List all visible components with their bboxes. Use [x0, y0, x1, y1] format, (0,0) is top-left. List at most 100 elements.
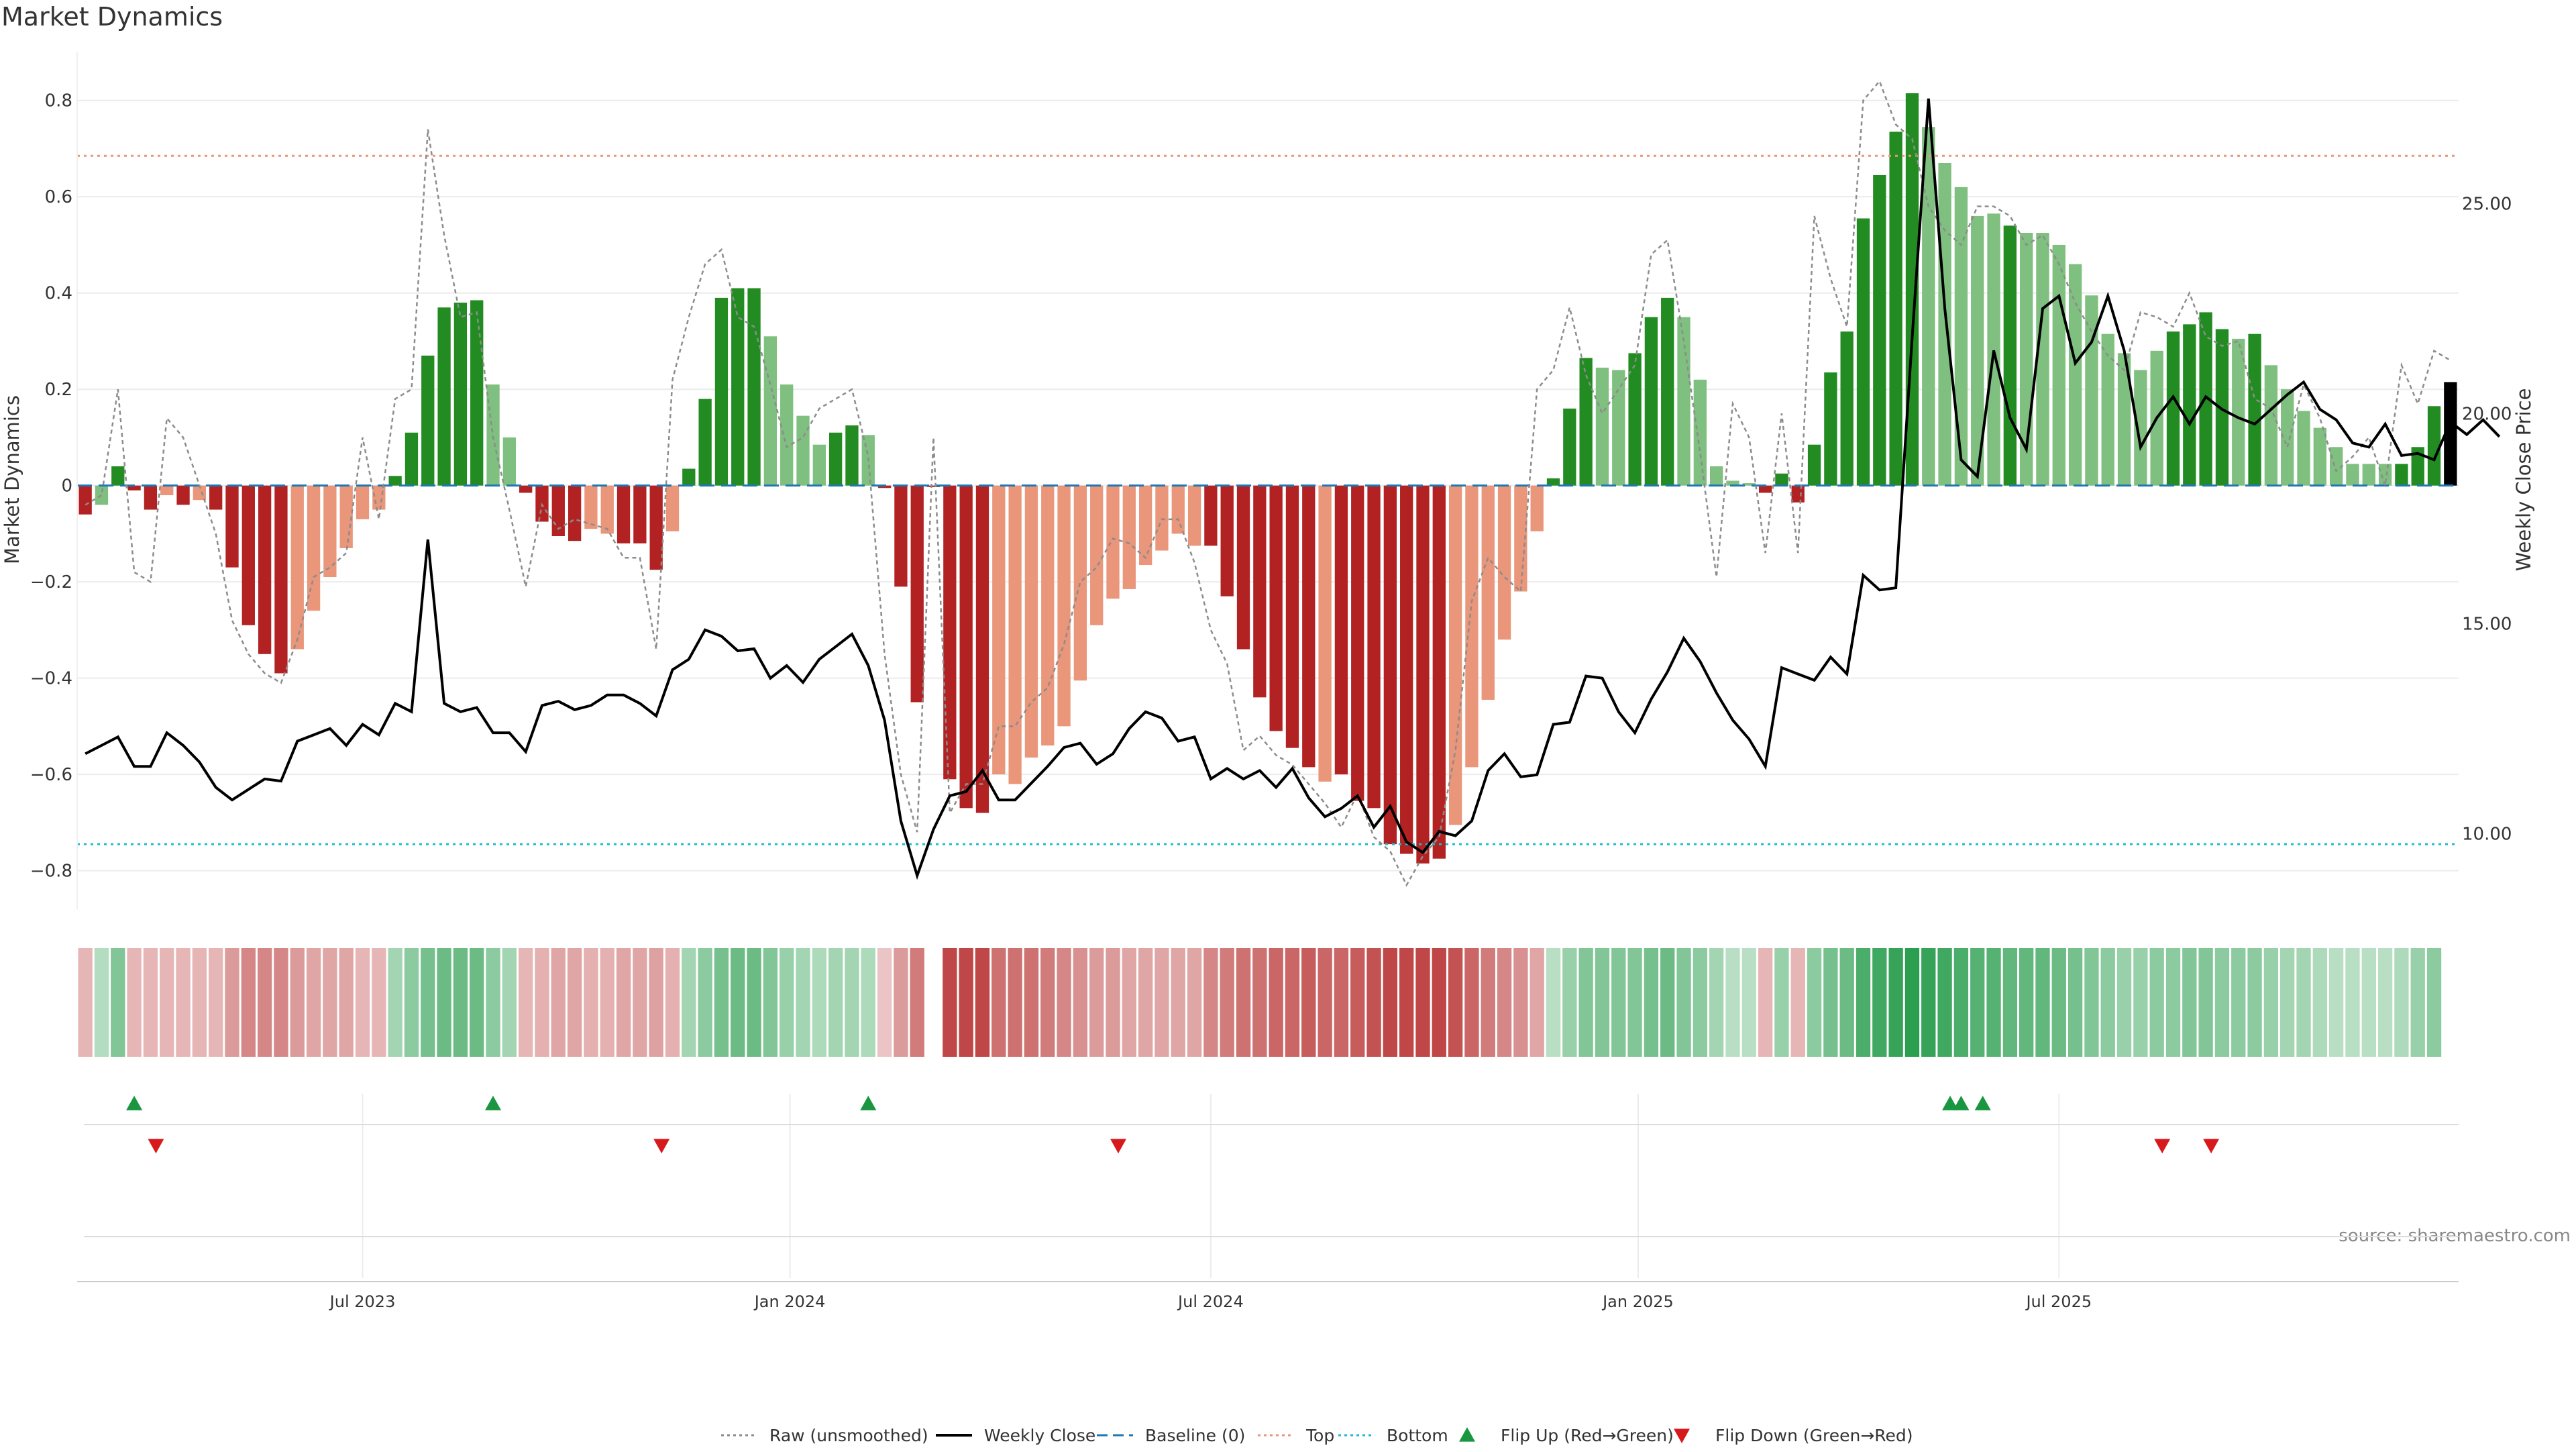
- bar-52: [926, 485, 941, 487]
- bar-111: [1889, 132, 1902, 486]
- bar-35: [649, 485, 663, 570]
- heat-cell-1: [94, 948, 109, 1057]
- bar-115: [1954, 187, 1968, 486]
- bar-14: [307, 485, 321, 611]
- flip-down-marker-2: [1110, 1139, 1127, 1153]
- heat-cell-33: [616, 948, 631, 1057]
- bar-134: [2264, 365, 2278, 486]
- bar-125: [2117, 353, 2131, 486]
- heat-cell-43: [780, 948, 794, 1057]
- heat-cell-20: [404, 948, 419, 1057]
- heat-cell-82: [1415, 948, 1430, 1057]
- heat-cell-62: [1089, 948, 1104, 1057]
- bar-136: [2297, 411, 2310, 486]
- heat-cell-26: [502, 948, 517, 1057]
- heat-cell-126: [2133, 948, 2148, 1057]
- flip-up-marker-late-0: [1942, 1096, 1959, 1110]
- bar-34: [633, 485, 647, 543]
- bar-51: [910, 485, 924, 703]
- x-tick-label-4: Jul 2025: [2025, 1292, 2092, 1311]
- bar-91: [1563, 408, 1576, 486]
- y-tick-left-5: 0.2: [45, 380, 72, 400]
- heat-cell-44: [796, 948, 810, 1057]
- bar-47: [845, 425, 859, 486]
- bar-83: [1432, 485, 1446, 859]
- heat-cell-72: [1252, 948, 1267, 1057]
- heat-cell-27: [519, 948, 533, 1057]
- lines-layer: [77, 79, 2501, 887]
- bar-143: [2411, 447, 2424, 486]
- bar-37: [682, 468, 696, 486]
- bar-1: [95, 485, 109, 505]
- bar-2: [111, 466, 125, 486]
- legend-label-3: Top: [1305, 1426, 1334, 1445]
- axes-layer: −0.8 −0.6 −0.4 −0.2 0 0.2 0.4 0.6 0.8 10.00 15.00 2…: [30, 52, 2512, 1311]
- bar-75: [1302, 485, 1316, 768]
- heat-cell-45: [812, 948, 826, 1057]
- x-tick-label-2: Jul 2024: [1177, 1292, 1244, 1311]
- heat-cell-121: [2051, 948, 2066, 1057]
- bar-103: [1758, 485, 1772, 493]
- heat-cell-109: [1856, 948, 1871, 1057]
- bar-132: [2232, 338, 2245, 486]
- bar-43: [780, 384, 794, 486]
- bar-84: [1448, 485, 1462, 825]
- bar-90: [1546, 478, 1560, 486]
- bar-23: [453, 303, 468, 486]
- bar-59: [1041, 485, 1055, 746]
- heat-cell-77: [1334, 948, 1349, 1057]
- x-tick-label-0: Jul 2023: [329, 1292, 396, 1311]
- bar-101: [1726, 480, 1739, 486]
- heat-cell-137: [2312, 948, 2327, 1057]
- heat-cell-142: [2394, 948, 2409, 1057]
- heat-cell-17: [355, 948, 370, 1057]
- heat-cell-141: [2377, 948, 2393, 1057]
- heat-cell-118: [2002, 948, 2017, 1057]
- bar-66: [1155, 485, 1169, 551]
- heat-cell-49: [877, 948, 892, 1057]
- bar-99: [1693, 379, 1707, 486]
- heat-cell-66: [1155, 948, 1169, 1057]
- bar-44: [796, 415, 810, 486]
- heat-cell-135: [2280, 948, 2295, 1057]
- bar-22: [437, 307, 451, 486]
- bar-19: [388, 476, 402, 486]
- heat-cell-132: [2231, 948, 2246, 1057]
- y-tick-right-2: 20.00: [2462, 404, 2512, 424]
- bar-131: [2215, 329, 2229, 486]
- x-tick-label-1: Jan 2024: [753, 1292, 826, 1311]
- bar-77: [1334, 485, 1348, 775]
- heat-cell-144: [2426, 948, 2442, 1057]
- bar-3: [127, 485, 141, 490]
- bar-123: [2085, 295, 2098, 486]
- heat-cell-115: [1953, 948, 1969, 1057]
- bar-110: [1873, 174, 1886, 486]
- bar-100: [1710, 466, 1723, 486]
- bar-86: [1481, 485, 1495, 700]
- heat-cell-102: [1741, 948, 1756, 1057]
- y-tick-left-6: 0.4: [45, 284, 72, 304]
- heat-cell-89: [1529, 948, 1544, 1057]
- heat-cell-139: [2345, 948, 2360, 1057]
- bar-70: [1220, 485, 1234, 597]
- y-tick-left-7: 0.6: [45, 187, 72, 207]
- bar-105: [1791, 485, 1805, 503]
- heat-cell-94: [1611, 948, 1626, 1057]
- flip-down-marker-3: [2154, 1139, 2171, 1153]
- x-tick-label-3: Jan 2025: [1601, 1292, 1674, 1311]
- heat-cell-140: [2361, 948, 2376, 1057]
- bar-62: [1090, 485, 1104, 625]
- flip-up-marker-3: [1953, 1096, 1970, 1110]
- heat-cell-64: [1122, 948, 1136, 1057]
- heat-cell-122: [2068, 948, 2083, 1057]
- bar-114: [1938, 163, 1951, 486]
- heat-cell-114: [1937, 948, 1952, 1057]
- heat-cell-11: [257, 948, 272, 1057]
- y-tick-left-4: 0: [61, 476, 72, 497]
- heat-cell-127: [2149, 948, 2164, 1057]
- bar-129: [2183, 324, 2196, 486]
- heat-cell-131: [2214, 948, 2230, 1057]
- bar-141: [2378, 464, 2392, 486]
- y-tick-left-3: −0.2: [30, 572, 72, 592]
- heat-cell-42: [763, 948, 778, 1057]
